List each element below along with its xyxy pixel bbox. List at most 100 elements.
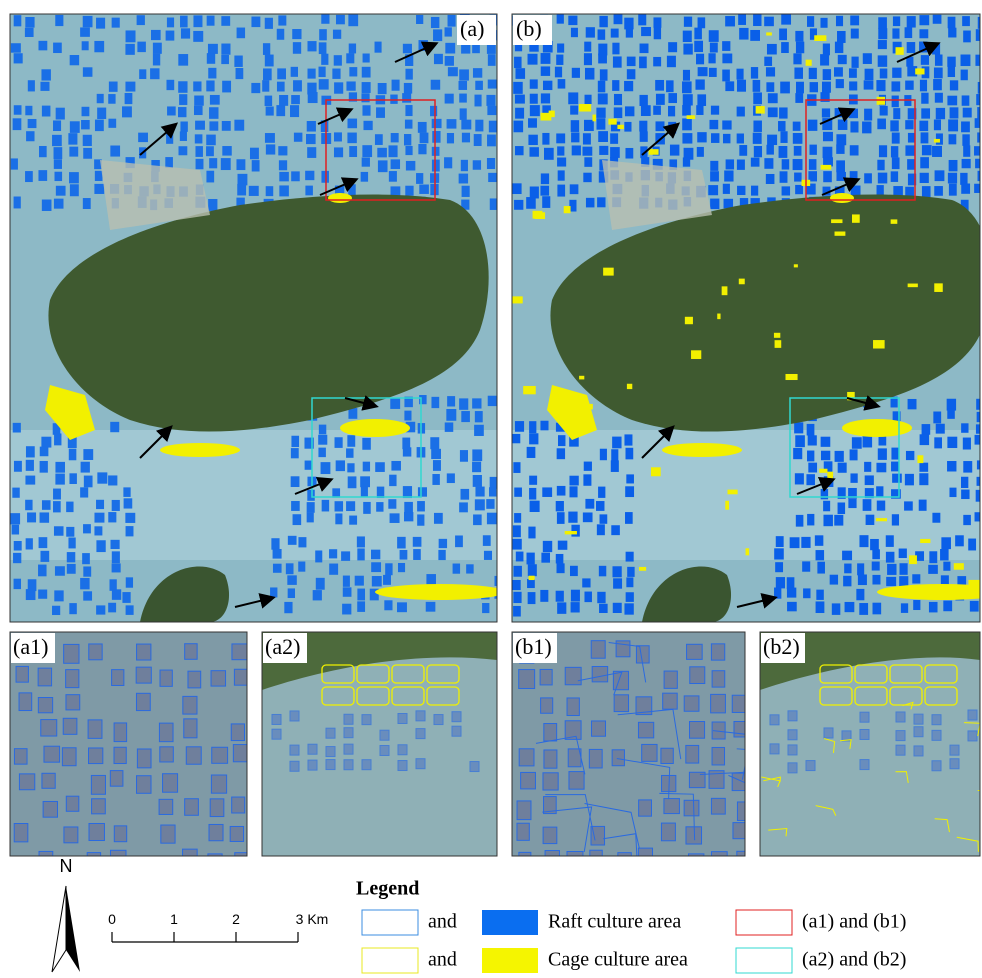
raft xyxy=(775,562,783,572)
raft xyxy=(527,579,535,588)
raft xyxy=(487,135,496,147)
raft xyxy=(14,15,22,26)
raft xyxy=(919,121,928,131)
raft xyxy=(342,604,351,615)
raft xyxy=(899,549,907,559)
raft xyxy=(84,476,93,488)
raft-outline xyxy=(661,748,673,763)
raft xyxy=(112,589,121,600)
raft xyxy=(963,461,972,473)
raft xyxy=(279,185,289,196)
raft xyxy=(42,200,52,211)
raft xyxy=(541,553,550,563)
cage xyxy=(670,446,680,450)
raft xyxy=(653,106,661,115)
raft-outline xyxy=(362,715,371,725)
map-panel xyxy=(512,14,982,622)
raft xyxy=(432,119,442,128)
raft xyxy=(613,603,622,613)
raft xyxy=(682,118,692,130)
raft xyxy=(859,535,868,547)
raft xyxy=(905,474,914,485)
raft xyxy=(82,41,89,50)
raft-outline xyxy=(543,773,558,790)
raft xyxy=(794,173,801,182)
raft xyxy=(558,79,566,88)
raft xyxy=(838,502,846,514)
raft xyxy=(263,43,270,55)
raft xyxy=(488,80,497,89)
cage xyxy=(794,264,798,267)
raft xyxy=(335,501,344,511)
raft xyxy=(708,185,718,195)
raft xyxy=(922,186,931,197)
raft-outline xyxy=(344,714,353,724)
raft xyxy=(725,16,735,26)
raft xyxy=(787,588,796,598)
raft xyxy=(528,54,538,65)
raft xyxy=(66,527,74,537)
raft xyxy=(122,106,132,117)
raft xyxy=(823,171,832,182)
raft-outline xyxy=(231,724,244,741)
raft xyxy=(654,27,661,39)
raft-outline xyxy=(932,715,941,725)
raft xyxy=(779,146,788,158)
raft xyxy=(764,158,773,169)
raft xyxy=(613,56,622,67)
raft xyxy=(613,578,622,588)
raft xyxy=(27,512,36,522)
raft xyxy=(513,539,522,550)
raft xyxy=(963,108,972,118)
raft xyxy=(384,600,392,610)
raft xyxy=(612,80,619,91)
raft xyxy=(583,147,593,156)
raft xyxy=(963,145,970,156)
raft xyxy=(540,421,548,431)
raft xyxy=(849,68,857,77)
raft xyxy=(316,578,325,590)
raft xyxy=(724,170,733,181)
raft xyxy=(776,577,785,588)
raft xyxy=(288,588,295,598)
raft xyxy=(976,94,982,105)
raft xyxy=(179,94,187,105)
raft xyxy=(947,408,955,419)
raft xyxy=(571,602,580,612)
raft xyxy=(291,448,299,458)
raft-outline xyxy=(788,763,797,773)
raft xyxy=(878,28,887,39)
raft xyxy=(513,82,522,94)
cage xyxy=(920,539,930,543)
raft xyxy=(498,603,507,612)
raft xyxy=(418,487,427,496)
raft xyxy=(540,590,548,602)
cage xyxy=(968,580,980,586)
inset-panel xyxy=(262,632,497,856)
raft xyxy=(307,147,316,158)
raft xyxy=(361,93,369,102)
raft xyxy=(193,15,202,27)
raft xyxy=(195,121,205,130)
scale-label: 0 xyxy=(108,911,116,927)
raft-outline xyxy=(14,749,27,764)
raft-outline xyxy=(185,644,197,660)
raft xyxy=(54,433,61,445)
raft xyxy=(739,28,748,40)
raft xyxy=(318,448,325,458)
raft xyxy=(907,16,916,27)
cage xyxy=(727,490,737,495)
raft-outline xyxy=(160,747,174,762)
raft xyxy=(334,55,342,65)
raft-outline xyxy=(519,749,534,766)
raft xyxy=(823,44,830,56)
raft xyxy=(278,15,286,25)
raft xyxy=(11,43,21,52)
raft xyxy=(809,159,817,170)
raft xyxy=(543,81,552,90)
raft xyxy=(696,54,704,65)
raft xyxy=(528,592,536,604)
legend-swatch xyxy=(736,910,792,935)
raft xyxy=(416,15,423,24)
raft-outline xyxy=(590,850,602,867)
